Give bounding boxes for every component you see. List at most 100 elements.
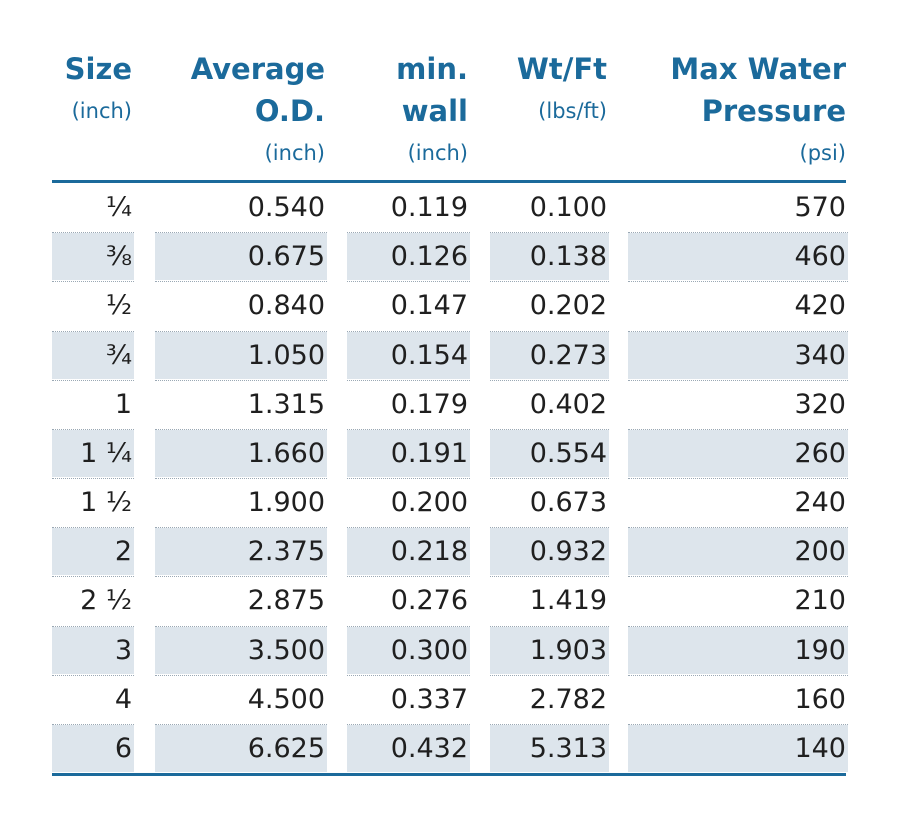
row-shade bbox=[155, 429, 327, 477]
row-separator bbox=[52, 527, 134, 529]
table-cell: 3 bbox=[114, 634, 132, 666]
row-separator bbox=[52, 478, 134, 479]
table-cell: 1 bbox=[114, 388, 132, 420]
row-separator bbox=[347, 379, 470, 381]
row-separator bbox=[628, 478, 848, 479]
table-cell: 0.337 bbox=[390, 683, 468, 715]
row-separator bbox=[155, 527, 327, 529]
row-shade bbox=[52, 626, 134, 674]
table-cell: 6 bbox=[114, 732, 132, 764]
table-cell: 1 ½ bbox=[80, 487, 132, 518]
column-title: Wt/Ft bbox=[516, 52, 607, 86]
row-shade bbox=[490, 331, 609, 379]
column-title: Pressure bbox=[701, 94, 846, 128]
table-cell: 0.840 bbox=[247, 290, 325, 322]
table-cell: 0.932 bbox=[529, 536, 607, 568]
table-cell: 5.313 bbox=[529, 732, 607, 764]
row-shade bbox=[52, 528, 134, 576]
table-cell: 2.875 bbox=[247, 585, 325, 617]
row-separator bbox=[628, 330, 848, 332]
table-cell: 1.419 bbox=[529, 585, 607, 617]
column-title: min. bbox=[396, 52, 468, 86]
row-separator bbox=[155, 625, 327, 627]
row-shade bbox=[347, 626, 470, 674]
table-cell: 0.675 bbox=[247, 241, 325, 273]
table-cell: 0.273 bbox=[529, 339, 607, 371]
row-separator bbox=[628, 428, 848, 430]
table-cell: ¾ bbox=[105, 339, 132, 371]
row-separator bbox=[52, 232, 134, 234]
row-separator bbox=[155, 723, 327, 725]
table-cell: 200 bbox=[794, 536, 846, 568]
table-cell: ½ bbox=[105, 290, 132, 322]
row-shade bbox=[347, 429, 470, 477]
table-cell: 0.300 bbox=[390, 634, 468, 666]
row-separator bbox=[490, 576, 609, 578]
column-title: Size bbox=[64, 52, 132, 86]
table-cell: 0.218 bbox=[390, 536, 468, 568]
row-separator bbox=[490, 478, 609, 479]
row-separator bbox=[628, 625, 848, 627]
table-cell: 0.276 bbox=[390, 585, 468, 617]
table-cell: 6.625 bbox=[247, 732, 325, 764]
row-shade bbox=[628, 724, 848, 772]
row-separator bbox=[155, 379, 327, 381]
table-cell: 0.200 bbox=[390, 487, 468, 518]
table-cell: 0.154 bbox=[390, 339, 468, 371]
table-cell: 0.673 bbox=[529, 487, 607, 518]
row-separator bbox=[628, 281, 848, 283]
row-separator bbox=[155, 232, 327, 234]
row-shade bbox=[628, 528, 848, 576]
row-separator bbox=[490, 674, 609, 676]
row-shade bbox=[628, 331, 848, 379]
column-title: Average bbox=[190, 52, 325, 86]
table-cell: 0.540 bbox=[247, 192, 325, 223]
row-separator bbox=[628, 576, 848, 578]
row-shade bbox=[490, 528, 609, 576]
row-separator bbox=[628, 527, 848, 529]
row-separator bbox=[347, 674, 470, 676]
table-cell: 1 ¼ bbox=[80, 437, 132, 469]
row-separator bbox=[347, 576, 470, 578]
table-cell: 0.179 bbox=[390, 388, 468, 420]
header-rule bbox=[52, 180, 846, 183]
table-cell: 240 bbox=[794, 487, 846, 518]
row-shade bbox=[628, 429, 848, 477]
column-title: wall bbox=[401, 94, 468, 128]
table-cell: 1.315 bbox=[247, 388, 325, 420]
table-cell: 0.402 bbox=[529, 388, 607, 420]
row-separator bbox=[347, 625, 470, 627]
table-cell: 2 ½ bbox=[80, 585, 132, 617]
row-separator bbox=[490, 281, 609, 283]
row-separator bbox=[52, 428, 134, 430]
row-separator bbox=[52, 674, 134, 676]
row-separator bbox=[628, 379, 848, 381]
row-separator bbox=[347, 478, 470, 479]
row-separator bbox=[347, 232, 470, 234]
table-cell: 1.660 bbox=[247, 437, 325, 469]
table-cell: ⅜ bbox=[105, 241, 132, 273]
table-cell: 0.432 bbox=[390, 732, 468, 764]
table-cell: 1.903 bbox=[529, 634, 607, 666]
table-cell: 0.202 bbox=[529, 290, 607, 322]
row-separator bbox=[52, 625, 134, 627]
row-separator bbox=[490, 723, 609, 725]
table-cell: 0.119 bbox=[390, 192, 468, 223]
row-separator bbox=[155, 428, 327, 430]
table-cell: 460 bbox=[794, 241, 846, 273]
row-shade bbox=[155, 233, 327, 281]
table-cell: 1.050 bbox=[247, 339, 325, 371]
row-separator bbox=[628, 674, 848, 676]
row-shade bbox=[347, 724, 470, 772]
row-shade bbox=[52, 331, 134, 379]
table-cell: 260 bbox=[794, 437, 846, 469]
table-cell: 4 bbox=[114, 683, 132, 715]
row-shade bbox=[155, 626, 327, 674]
row-separator bbox=[52, 723, 134, 725]
table-cell: 210 bbox=[794, 585, 846, 617]
column-unit: (inch) bbox=[71, 99, 132, 123]
table-cell: 1.900 bbox=[247, 487, 325, 518]
table-cell: 140 bbox=[794, 732, 846, 764]
table-cell: 0.554 bbox=[529, 437, 607, 469]
